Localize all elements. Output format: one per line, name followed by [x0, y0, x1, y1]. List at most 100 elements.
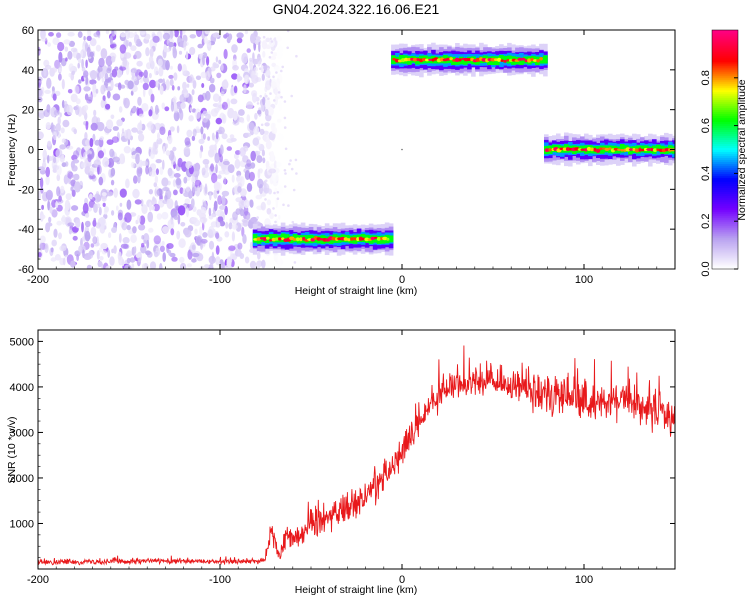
- noise-speckle: [239, 208, 245, 217]
- colorbar-step: [712, 53, 738, 57]
- colorbar-step: [712, 247, 738, 250]
- noise-speckle: [120, 32, 126, 38]
- noise-speckle: [44, 243, 49, 254]
- noise-speckle: [101, 195, 107, 202]
- noise-speckle: [86, 99, 92, 104]
- noise-speckle: [56, 186, 61, 197]
- noise-speckle: [202, 158, 210, 165]
- noise-speckle: [246, 214, 251, 221]
- noise-speckle: [233, 85, 238, 94]
- colorbar-step: [712, 237, 738, 240]
- noise-speckle: [124, 52, 132, 59]
- noise-speckle: [153, 203, 160, 212]
- noise-speckle: [58, 67, 63, 73]
- noise-speckle: [89, 167, 95, 176]
- colorbar-step: [712, 125, 738, 129]
- track-hotspot: [500, 59, 504, 62]
- noise-speckle: [43, 109, 50, 118]
- noise-speckle: [258, 61, 262, 65]
- noise-speckle: [295, 54, 298, 58]
- noise-speckle: [264, 122, 270, 127]
- noise-speckle: [178, 238, 186, 249]
- colorbar-step: [712, 131, 738, 135]
- noise-speckle: [262, 157, 266, 164]
- noise-speckle: [80, 162, 87, 169]
- noise-speckle: [59, 144, 67, 150]
- noise-speckle: [155, 159, 162, 164]
- noise-speckle: [244, 170, 251, 180]
- noise-speckle: [225, 221, 229, 229]
- noise-speckle: [234, 249, 242, 257]
- noise-speckle: [197, 94, 204, 103]
- colorbar-step: [712, 83, 738, 87]
- colorbar-step: [712, 241, 738, 244]
- noise-speckle: [189, 46, 196, 56]
- noise-speckle: [113, 187, 118, 198]
- noise-speckle: [56, 220, 62, 226]
- colorbar-step: [712, 169, 738, 172]
- noise-speckle: [67, 171, 74, 179]
- noise-speckle: [212, 32, 221, 38]
- noise-speckle: [197, 43, 204, 49]
- y-tick-label: 40: [22, 65, 34, 77]
- noise-speckle: [168, 74, 174, 79]
- spectrogram-cells: [38, 30, 675, 269]
- noise-speckle: [66, 104, 73, 116]
- noise-speckle: [192, 79, 197, 89]
- noise-speckle: [265, 80, 272, 91]
- noise-speckle: [246, 114, 251, 122]
- noise-speckle: [126, 257, 131, 264]
- noise-speckle: [252, 52, 255, 62]
- noise-speckle: [211, 172, 218, 184]
- noise-speckle: [138, 133, 145, 142]
- noise-speckle: [274, 214, 277, 217]
- colorbar-step: [712, 245, 738, 248]
- noise-speckle: [124, 264, 132, 269]
- noise-speckle: [61, 215, 66, 225]
- noise-speckle: [264, 99, 271, 110]
- noise-speckle: [169, 78, 174, 86]
- noise-speckle: [223, 48, 228, 60]
- noise-speckle: [192, 252, 200, 258]
- noise-speckle: [173, 189, 178, 196]
- colorbar-step: [712, 57, 738, 61]
- noise-speckle: [256, 216, 259, 219]
- track-hotspot: [416, 58, 420, 61]
- noise-speckle: [183, 176, 188, 184]
- track-hotspot: [595, 148, 601, 153]
- x-tick-label: -200: [27, 274, 49, 286]
- colorbar-step: [712, 215, 738, 218]
- noise-speckle: [275, 199, 278, 209]
- noise-speckle: [95, 88, 99, 94]
- colorbar-step: [712, 181, 738, 184]
- noise-speckle: [257, 151, 261, 154]
- noise-speckle: [258, 67, 262, 70]
- noise-speckle: [148, 109, 153, 117]
- x-tick-label: 100: [575, 574, 593, 586]
- noise-speckle: [172, 179, 177, 188]
- noise-speckle: [263, 183, 270, 195]
- noise-speckle: [86, 46, 91, 58]
- noise-speckle: [266, 67, 270, 71]
- noise-speckle: [85, 138, 90, 147]
- noise-speckle: [283, 116, 287, 120]
- colorbar-step: [712, 65, 738, 69]
- colorbar-tick-label: 0.2: [700, 214, 712, 229]
- noise-speckle: [265, 37, 271, 43]
- x-tick-label: -100: [209, 274, 231, 286]
- noise-speckle: [191, 217, 198, 222]
- noise-speckle: [244, 30, 248, 35]
- noise-speckle: [39, 214, 46, 220]
- colorbar-step: [712, 117, 738, 121]
- noise-speckle: [173, 101, 178, 112]
- noise-speckle: [141, 103, 149, 112]
- colorbar-step: [712, 251, 738, 254]
- noise-speckle: [105, 30, 110, 35]
- noise-speckle: [155, 247, 160, 253]
- colorbar-step: [712, 151, 738, 154]
- noise-speckle: [106, 90, 111, 99]
- colorbar-step: [712, 197, 738, 200]
- noise-speckle: [176, 102, 182, 110]
- noise-speckle: [165, 150, 171, 156]
- noise-speckle: [258, 41, 261, 53]
